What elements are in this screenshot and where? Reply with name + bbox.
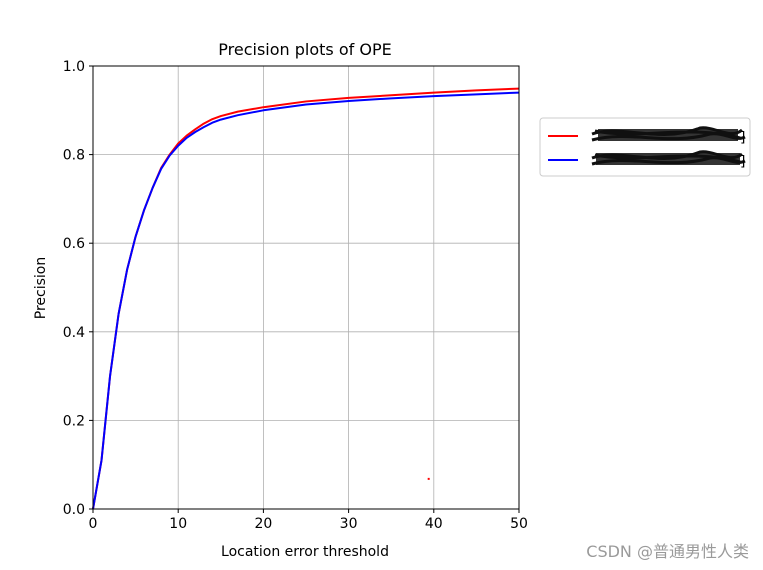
y-tick-label: 0.2 (63, 413, 85, 429)
x-tick-label: 20 (254, 516, 272, 532)
y-tick-label: 0.0 (63, 502, 85, 518)
y-tick-label: 0.8 (63, 148, 85, 164)
svg-text:]: ] (740, 154, 745, 170)
x-tick-label: 50 (510, 516, 528, 532)
series-line-0 (92, 87, 520, 510)
x-tick-label: 40 (425, 516, 443, 532)
svg-text:]: ] (740, 130, 745, 146)
y-tick-label: 0.6 (63, 236, 85, 252)
watermark: CSDN @普通男性人类 (586, 542, 749, 561)
y-axis-label: Precision (33, 257, 49, 319)
axis-ticks: 0 10 20 30 40 50 0.0 0.2 0.4 0.6 0.8 1.0 (63, 59, 528, 532)
legend-label-redaction: ] (591, 150, 746, 170)
legend-box (539, 117, 751, 177)
x-tick-label: 0 (89, 516, 98, 532)
legend-label-redaction: ] (591, 126, 746, 146)
series-line-1 (92, 91, 520, 510)
chart-title: Precision plots of OPE (218, 40, 391, 59)
legend: ] ] (539, 117, 751, 177)
y-tick-label: 0.4 (63, 325, 85, 341)
y-tick-label: 1.0 (63, 59, 85, 75)
x-axis-label: Location error threshold (221, 544, 389, 560)
stray-marker-layer (427, 477, 430, 480)
x-tick-label: 30 (340, 516, 358, 532)
plot-frame (92, 65, 520, 510)
series-lines (92, 87, 520, 510)
x-tick-label: 10 (169, 516, 187, 532)
grid (92, 65, 520, 510)
stray-marker (427, 477, 430, 480)
